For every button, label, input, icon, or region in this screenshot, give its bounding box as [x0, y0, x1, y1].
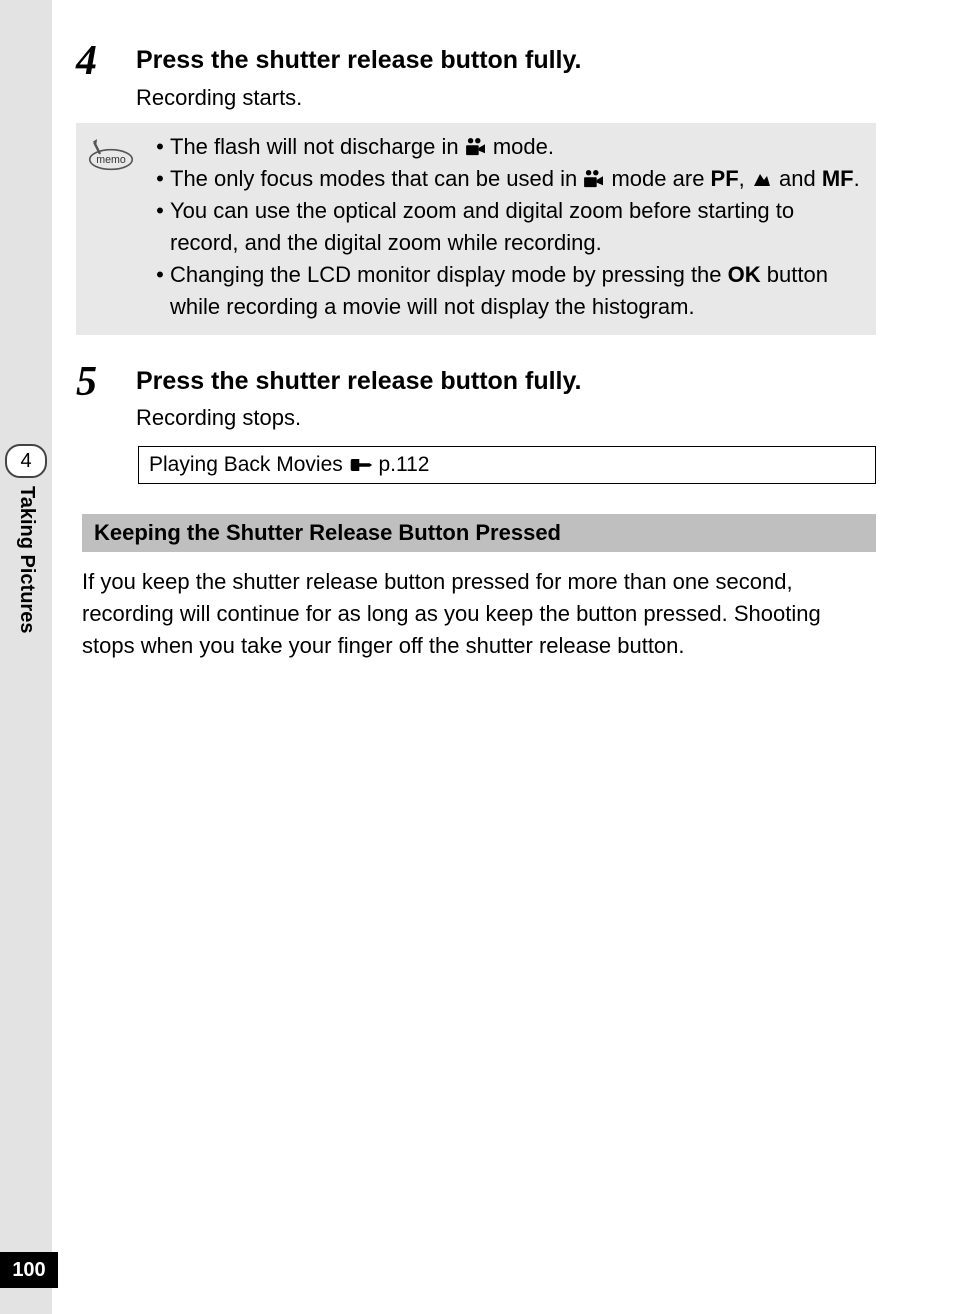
memo-item: • You can use the optical zoom and digit… — [150, 195, 866, 259]
focus-mode-pf: PF — [711, 166, 739, 191]
text-fragment: . — [854, 166, 860, 191]
bullet-icon: • — [150, 195, 170, 227]
chapter-title-vertical: Taking Pictures — [14, 486, 38, 633]
step-title: Press the shutter release button fully. — [136, 44, 876, 77]
xref-text: Playing Back Movies — [149, 453, 349, 476]
step-body: Press the shutter release button fully. … — [136, 34, 876, 113]
ok-button-label: OK — [728, 262, 761, 287]
memo-text: You can use the optical zoom and digital… — [170, 195, 866, 259]
text-fragment: and — [779, 166, 822, 191]
memo-item: • The only focus modes that can be used … — [150, 163, 866, 195]
text-fragment: The flash will not discharge in — [170, 134, 465, 159]
bullet-icon: • — [150, 259, 170, 291]
step-description: Recording starts. — [136, 83, 876, 114]
movie-mode-icon — [583, 170, 605, 188]
text-fragment: mode are — [611, 166, 710, 191]
text-fragment: mode. — [493, 134, 554, 159]
text-fragment: The only focus modes that can be used in — [170, 166, 583, 191]
memo-text: The only focus modes that can be used in… — [170, 163, 866, 195]
bullet-icon: • — [150, 163, 170, 195]
bullet-icon: • — [150, 131, 170, 163]
xref-page: p.112 — [378, 453, 429, 476]
left-gutter — [0, 0, 52, 1314]
chapter-side-tab: 4 Taking Pictures — [0, 444, 52, 633]
svg-text:memo: memo — [96, 154, 126, 166]
step-number: 4 — [76, 34, 136, 82]
step-title: Press the shutter release button fully. — [136, 365, 876, 398]
step-4: 4 Press the shutter release button fully… — [76, 34, 876, 113]
memo-block: memo • The flash will not discharge in — [76, 123, 876, 334]
memo-list: • The flash will not discharge in mode. — [146, 131, 866, 322]
mountain-icon — [751, 170, 773, 188]
memo-item: • Changing the LCD monitor display mode … — [150, 259, 866, 323]
step-number: 5 — [76, 355, 136, 403]
memo-icon: memo — [86, 135, 136, 171]
text-fragment: Changing the LCD monitor display mode by… — [170, 262, 728, 287]
pointer-icon — [349, 457, 373, 473]
manual-page: 4 Taking Pictures 4 Press the shutter re… — [0, 0, 954, 1314]
memo-text: The flash will not discharge in mode. — [170, 131, 866, 163]
focus-mode-mf: MF — [822, 166, 854, 191]
step-body: Press the shutter release button fully. … — [136, 355, 876, 434]
page-content: 4 Press the shutter release button fully… — [76, 34, 876, 662]
movie-mode-icon — [465, 138, 487, 156]
cross-reference-box: Playing Back Movies p.112 — [138, 446, 876, 484]
memo-item: • The flash will not discharge in mode. — [150, 131, 866, 163]
page-number: 100 — [0, 1252, 58, 1288]
subsection-body: If you keep the shutter release button p… — [82, 566, 876, 662]
chapter-number-badge: 4 — [5, 444, 47, 478]
memo-label: memo — [76, 131, 146, 176]
memo-text: Changing the LCD monitor display mode by… — [170, 259, 866, 323]
text-fragment: , — [739, 166, 751, 191]
step-description: Recording stops. — [136, 403, 876, 434]
step-5: 5 Press the shutter release button fully… — [76, 355, 876, 434]
subsection-heading: Keeping the Shutter Release Button Press… — [82, 514, 876, 552]
